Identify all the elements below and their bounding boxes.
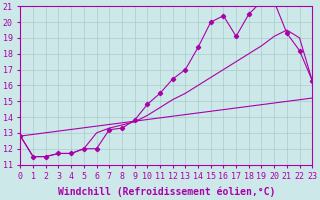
X-axis label: Windchill (Refroidissement éolien,°C): Windchill (Refroidissement éolien,°C) — [58, 187, 275, 197]
